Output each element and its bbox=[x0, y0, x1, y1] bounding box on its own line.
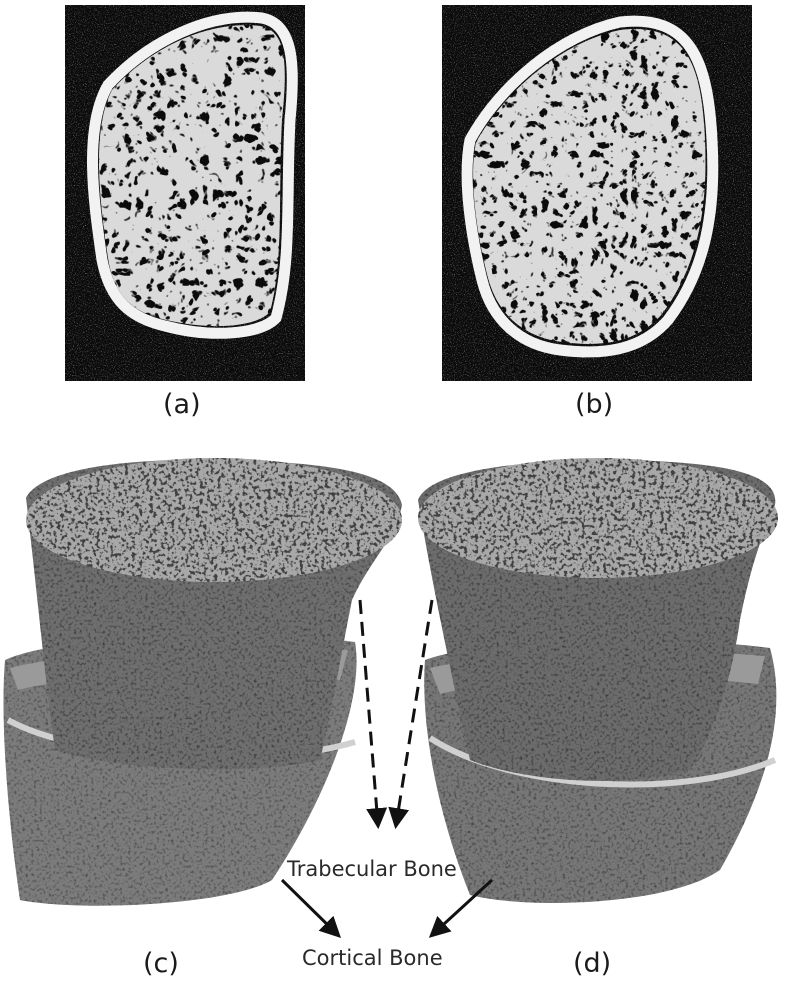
cortical-arrows bbox=[280, 878, 494, 938]
trabecular-arrows bbox=[358, 599, 434, 830]
ct-slice-b bbox=[442, 5, 752, 381]
panel-label-b: (b) bbox=[575, 389, 614, 420]
render-3d-c bbox=[3, 458, 402, 906]
cortical-bone-label: Cortical Bone bbox=[302, 946, 443, 970]
panel-label-d: (d) bbox=[573, 948, 612, 979]
ct-slice-a bbox=[65, 5, 305, 381]
render-3d-d bbox=[418, 458, 778, 903]
trabecular-bone-label: Trabecular Bone bbox=[287, 857, 457, 881]
panel-label-c: (c) bbox=[143, 948, 179, 979]
panel-label-a: (a) bbox=[163, 389, 201, 420]
